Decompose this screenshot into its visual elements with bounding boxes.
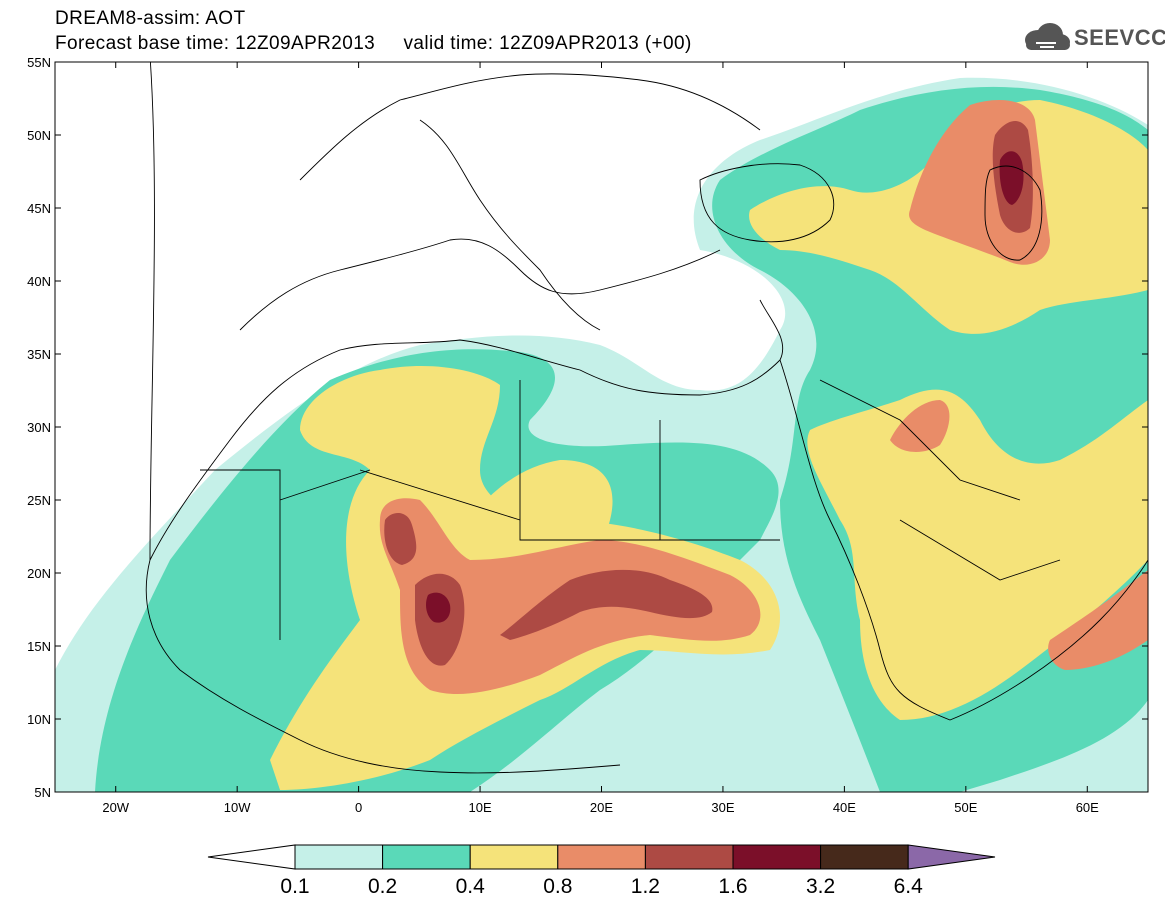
- lon-tick-label: 40E: [833, 800, 856, 815]
- lat-tick-label: 50N: [27, 128, 51, 143]
- lon-tick-label: 30E: [711, 800, 734, 815]
- contour-band-0.8: [379, 100, 1148, 695]
- colorbar-swatch-1: [294, 844, 384, 870]
- lat-tick-label: 40N: [27, 274, 51, 289]
- colorbar-label: 1.2: [631, 875, 660, 898]
- lat-axis: 55N 50N 45N 40N 35N 30N 25N 20N 15N 10N 5N: [27, 55, 1148, 800]
- colorbar-swatch-4: [557, 844, 646, 870]
- lon-tick-label: 20W: [102, 800, 129, 815]
- lon-tick-label: 50E: [954, 800, 977, 815]
- lon-tick-label: 60E: [1076, 800, 1099, 815]
- colorbar-label: 0.2: [368, 875, 397, 898]
- colorbar-under-arrow: [207, 844, 296, 870]
- colorbar-swatch-2: [382, 844, 471, 870]
- lat-tick-label: 30N: [27, 420, 51, 435]
- colorbar: 0.1 0.2 0.4 0.8 1.2 1.6 3.2 6.4: [207, 844, 996, 898]
- colorbar-swatch-7: [820, 844, 909, 870]
- lat-tick-label: 35N: [27, 347, 51, 362]
- lon-tick-label: 0: [355, 800, 362, 815]
- aot-contours: [55, 77, 1148, 792]
- colorbar-label: 0.1: [280, 875, 309, 898]
- colorbar-label: 6.4: [894, 875, 924, 898]
- map-title: DREAM8-assim: AOT: [55, 8, 246, 29]
- colorbar-label: 3.2: [806, 875, 835, 898]
- colorbar-over-arrow: [907, 844, 996, 870]
- cloud-icon: [1025, 23, 1070, 50]
- lon-axis: 20W 10W 0 10E 20E 30E 40E 50E 60E: [102, 62, 1099, 815]
- colorbar-label: 1.6: [718, 875, 747, 898]
- colorbar-swatch-6: [732, 844, 822, 870]
- colorbar-label: 0.4: [456, 875, 486, 898]
- lat-tick-label: 45N: [27, 201, 51, 216]
- lat-tick-label: 55N: [27, 55, 51, 70]
- seevccc-logo: SEEVCCC: [1018, 20, 1165, 56]
- colorbar-label: 0.8: [543, 875, 572, 898]
- lat-tick-label: 25N: [27, 493, 51, 508]
- lat-tick-label: 20N: [27, 566, 51, 581]
- lon-tick-label: 10E: [468, 800, 491, 815]
- map-subtitle: Forecast base time: 12Z09APR2013 valid t…: [55, 33, 692, 54]
- lat-tick-label: 10N: [27, 712, 51, 727]
- lon-tick-label: 10W: [224, 800, 251, 815]
- lat-tick-label: 5N: [34, 785, 51, 800]
- coastlines: [145, 62, 1148, 774]
- lon-tick-label: 20E: [590, 800, 613, 815]
- lat-tick-label: 15N: [27, 639, 51, 654]
- colorbar-swatch-3: [469, 844, 559, 870]
- colorbar-swatch-5: [644, 844, 734, 870]
- logo-text: SEEVCCC: [1074, 25, 1165, 50]
